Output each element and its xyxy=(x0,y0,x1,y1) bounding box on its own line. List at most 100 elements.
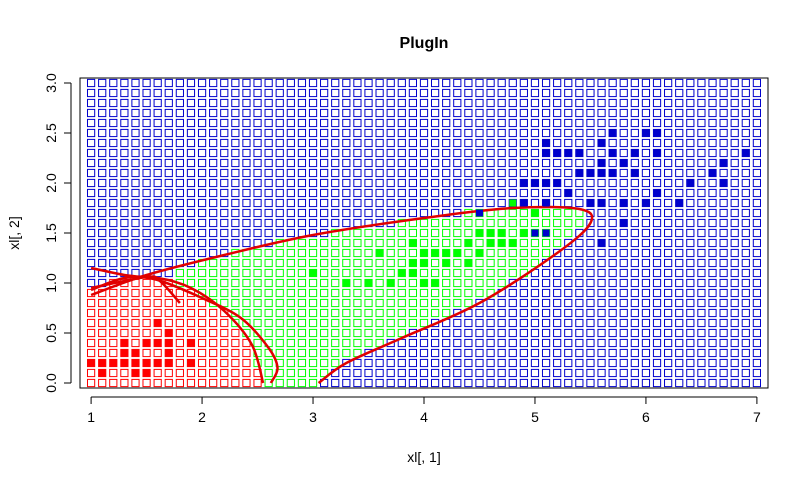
grid-cell xyxy=(609,259,616,266)
grid-cell xyxy=(420,309,427,316)
grid-cell xyxy=(398,149,405,156)
grid-cell xyxy=(243,129,250,136)
grid-cell xyxy=(631,179,638,186)
grid-cell xyxy=(365,149,372,156)
grid-cell xyxy=(498,209,505,216)
grid-cell xyxy=(198,169,205,176)
grid-cell xyxy=(609,139,616,146)
grid-cell xyxy=(698,379,705,386)
x-tick-label: 6 xyxy=(642,409,650,425)
grid-cell xyxy=(443,379,450,386)
grid-cell xyxy=(698,139,705,146)
grid-cell xyxy=(487,319,494,326)
grid-cell xyxy=(420,219,427,226)
grid-cell xyxy=(243,159,250,166)
grid-cell xyxy=(487,259,494,266)
grid-cell xyxy=(687,229,694,236)
grid-cell xyxy=(387,159,394,166)
grid-cell xyxy=(232,279,239,286)
grid-cell xyxy=(720,309,727,316)
grid-cell xyxy=(454,269,461,276)
grid-cell xyxy=(198,129,205,136)
grid-cell xyxy=(698,249,705,256)
grid-cell xyxy=(121,249,128,256)
grid-cell xyxy=(309,179,316,186)
grid-cell xyxy=(354,179,361,186)
grid-cell xyxy=(409,209,416,216)
grid-cell xyxy=(376,269,383,276)
grid-cell xyxy=(676,79,683,86)
grid-cell xyxy=(742,289,749,296)
grid-cell xyxy=(676,169,683,176)
grid-cell xyxy=(298,139,305,146)
grid-cell xyxy=(554,219,561,226)
grid-cell xyxy=(365,139,372,146)
grid-cell xyxy=(420,89,427,96)
grid-cell xyxy=(387,349,394,356)
grid-cell xyxy=(665,199,672,206)
grid-cell xyxy=(531,119,538,126)
grid-cell xyxy=(542,339,549,346)
grid-cell xyxy=(454,79,461,86)
grid-cell xyxy=(554,79,561,86)
grid-cell xyxy=(420,99,427,106)
grid-cell xyxy=(232,329,239,336)
grid-cell xyxy=(598,209,605,216)
x-axis: 1234567 xyxy=(87,397,761,425)
grid-cell xyxy=(254,179,261,186)
grid-cell xyxy=(309,99,316,106)
grid-cell xyxy=(476,79,483,86)
grid-cell xyxy=(121,209,128,216)
grid-cell xyxy=(198,219,205,226)
grid-cell xyxy=(509,109,516,116)
grid-cell xyxy=(709,159,716,166)
grid-cell xyxy=(87,139,94,146)
grid-cell xyxy=(609,349,616,356)
grid-cell xyxy=(210,349,217,356)
grid-cell xyxy=(121,119,128,126)
grid-cell xyxy=(720,189,727,196)
grid-cell xyxy=(154,99,161,106)
grid-cell xyxy=(498,369,505,376)
grid-cell xyxy=(221,239,228,246)
grid-cell xyxy=(309,189,316,196)
grid-cell xyxy=(454,99,461,106)
grid-cell xyxy=(620,369,627,376)
grid-cell xyxy=(731,189,738,196)
grid-cell xyxy=(321,169,328,176)
grid-cell xyxy=(376,359,383,366)
grid-cell xyxy=(243,219,250,226)
grid-cell xyxy=(687,79,694,86)
grid-cell xyxy=(653,249,660,256)
grid-cell xyxy=(210,99,217,106)
grid-cell xyxy=(254,209,261,216)
grid-cell xyxy=(110,129,117,136)
grid-cell xyxy=(431,79,438,86)
grid-cell xyxy=(753,159,760,166)
grid-cell xyxy=(509,179,516,186)
y-tick-label: 0.5 xyxy=(43,323,59,343)
grid-cell xyxy=(631,259,638,266)
grid-cell xyxy=(431,139,438,146)
x-tick-label: 4 xyxy=(420,409,428,425)
grid-cell xyxy=(398,169,405,176)
grid-cell xyxy=(99,259,106,266)
grid-cell xyxy=(420,359,427,366)
grid-cell xyxy=(165,119,172,126)
grid-cell xyxy=(509,309,516,316)
grid-cell xyxy=(731,109,738,116)
grid-cell xyxy=(698,279,705,286)
grid-cell xyxy=(753,329,760,336)
grid-cell xyxy=(742,169,749,176)
grid-cell xyxy=(687,289,694,296)
grid-cell xyxy=(443,219,450,226)
grid-cell xyxy=(698,219,705,226)
grid-cell xyxy=(598,249,605,256)
grid-cell xyxy=(554,379,561,386)
grid-cell xyxy=(332,79,339,86)
grid-cell xyxy=(565,129,572,136)
grid-cell xyxy=(487,349,494,356)
grid-cell xyxy=(154,349,161,356)
grid-cell xyxy=(420,79,427,86)
grid-cell xyxy=(709,229,716,236)
